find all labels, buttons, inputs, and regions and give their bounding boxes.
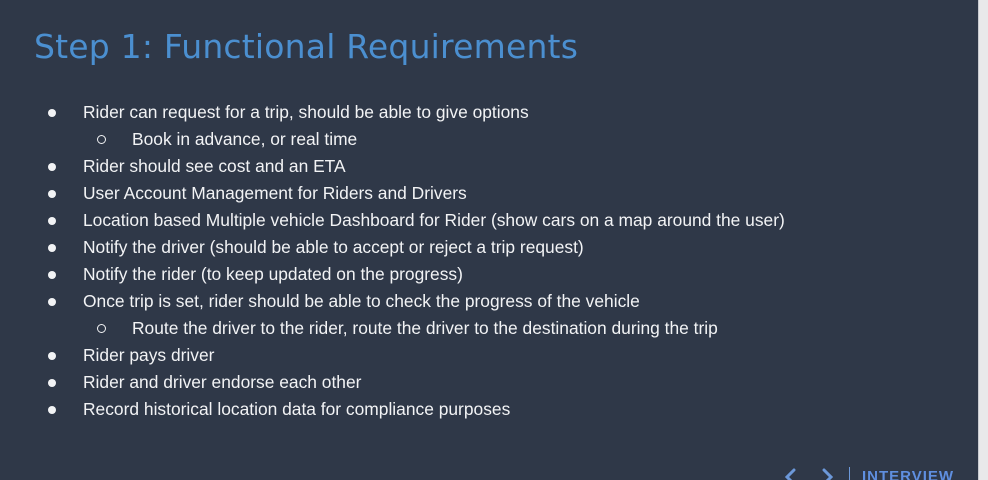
slide-title: Step 1: Functional Requirements bbox=[34, 27, 579, 66]
sub-bullet-text: Book in advance, or real time bbox=[132, 129, 358, 149]
brand-logo: INTERVIEW bbox=[772, 462, 979, 480]
bullet-dot-icon bbox=[48, 109, 56, 117]
bullet-text: Notify the driver (should be able to acc… bbox=[83, 237, 584, 257]
slide-edge-line bbox=[978, 0, 979, 480]
bullet-dot-icon bbox=[48, 217, 56, 225]
bullet-dot-icon bbox=[48, 244, 56, 252]
bullet-text: Rider pays driver bbox=[83, 345, 215, 365]
bullet-text: Once trip is set, rider should be able t… bbox=[83, 291, 640, 311]
bullet-dot-icon bbox=[48, 190, 56, 198]
sub-bullet-circle-icon bbox=[97, 135, 106, 144]
bullet-text: Rider and driver endorse each other bbox=[83, 372, 362, 392]
window-edge bbox=[979, 0, 988, 480]
bullet-text: Rider can request for a trip, should be … bbox=[83, 102, 529, 122]
sub-bullet-circle-icon bbox=[97, 324, 106, 333]
bullet-text: Record historical location data for comp… bbox=[83, 399, 511, 419]
bullet-text: Notify the rider (to keep updated on the… bbox=[83, 264, 463, 284]
bullet-text: Rider should see cost and an ETA bbox=[83, 156, 346, 176]
brand-text: INTERVIEW bbox=[862, 468, 955, 480]
sub-bullet-text: Route the driver to the rider, route the… bbox=[132, 318, 718, 338]
brand-divider bbox=[849, 467, 850, 480]
bullet-dot-icon bbox=[48, 379, 56, 387]
bullet-text: User Account Management for Riders and D… bbox=[83, 183, 467, 203]
bullet-text: Location based Multiple vehicle Dashboar… bbox=[83, 210, 785, 230]
bullet-dot-icon bbox=[48, 271, 56, 279]
bullet-dot-icon bbox=[48, 352, 56, 360]
bullet-dot-icon bbox=[48, 163, 56, 171]
brand-brackets-icon bbox=[784, 468, 834, 480]
bullet-dot-icon bbox=[48, 298, 56, 306]
bullet-dot-icon bbox=[48, 406, 56, 414]
